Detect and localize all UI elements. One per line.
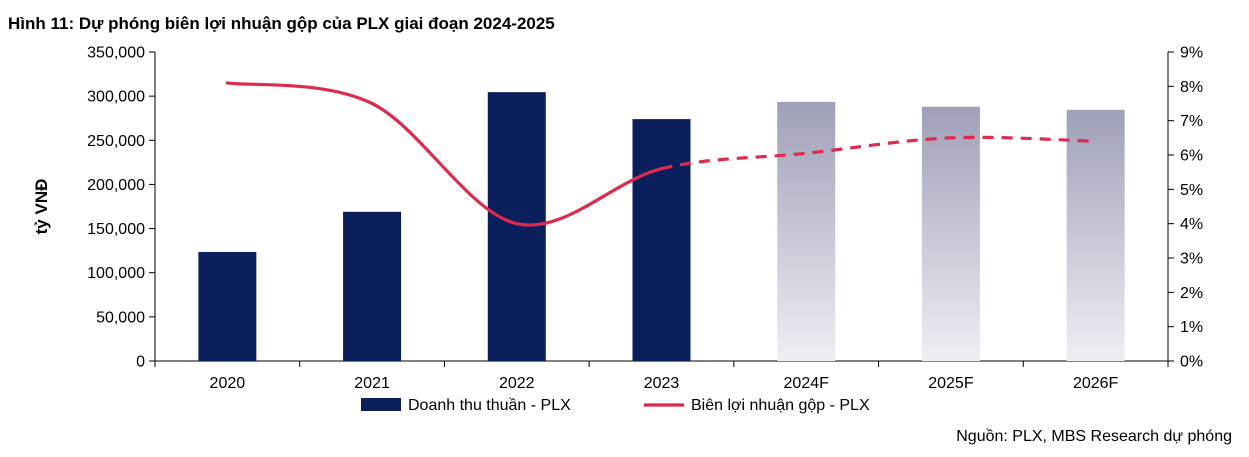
chart: 0 50,000 100,000 150,000 200,000 250,000 300,0… — [32, 45, 1203, 415]
right-tick-label: 6% — [1180, 148, 1203, 165]
revenue-bar-2023 — [632, 119, 691, 362]
revenue-bar-2024F — [777, 101, 836, 361]
revenue-bar-2022 — [487, 92, 546, 362]
legend-bar-label: Doanh thu thuần - PLX — [408, 397, 571, 414]
x-tick-label: 2026F — [1073, 375, 1119, 392]
right-tick-label: 4% — [1180, 216, 1203, 233]
x-tick-label: 2024F — [784, 375, 830, 392]
legend-bar-swatch — [361, 398, 401, 411]
margin-line-layer — [225, 81, 1096, 227]
left-tick-label: 150,000 — [87, 221, 145, 238]
figure-title: Hình 11: Dự phóng biên lợi nhuận gộp của… — [8, 14, 555, 33]
revenue-bar-2025F — [921, 106, 980, 361]
left-tick-label: 0 — [136, 354, 145, 371]
left-tick-label: 350,000 — [87, 45, 145, 62]
margin-line-forecast — [661, 135, 1096, 171]
right-tick-label: 9% — [1180, 45, 1203, 62]
right-tick-label: 2% — [1180, 285, 1203, 302]
y-axis-title: tỷ VNĐ — [32, 179, 51, 235]
right-tick-label: 3% — [1180, 251, 1203, 268]
left-tick-label: 50,000 — [96, 309, 145, 326]
right-tick-label: 5% — [1180, 182, 1203, 199]
left-tick-label: 200,000 — [87, 177, 145, 194]
x-tick-label: 2021 — [354, 375, 390, 392]
left-tick-label: 300,000 — [87, 89, 145, 106]
legend-line-label: Biên lợi nhuận gộp - PLX — [691, 397, 870, 414]
right-tick-label: 1% — [1180, 319, 1203, 336]
x-tick-label: 2020 — [210, 375, 246, 392]
right-tick-label: 8% — [1180, 79, 1203, 96]
x-tick-label: 2025F — [928, 375, 974, 392]
revenue-bar-2020 — [198, 251, 257, 361]
bars — [198, 92, 1125, 362]
x-tick-label: 2022 — [499, 375, 535, 392]
right-tick-label: 7% — [1180, 113, 1203, 130]
axes: 0 50,000 100,000 150,000 200,000 250,000 300,0… — [32, 45, 1203, 393]
x-tick-label: 2023 — [644, 375, 680, 392]
legend: Doanh thu thuần - PLX Biên lợi nhuận gộp … — [361, 397, 870, 414]
margin-line-actual — [225, 81, 664, 227]
right-tick-label: 0% — [1180, 354, 1203, 371]
left-tick-label: 100,000 — [87, 265, 145, 282]
revenue-bar-2021 — [343, 211, 402, 361]
revenue-bar-2026F — [1066, 109, 1125, 361]
left-tick-label: 250,000 — [87, 133, 145, 150]
source-note: Nguồn: PLX, MBS Research dự phóng — [956, 428, 1232, 445]
